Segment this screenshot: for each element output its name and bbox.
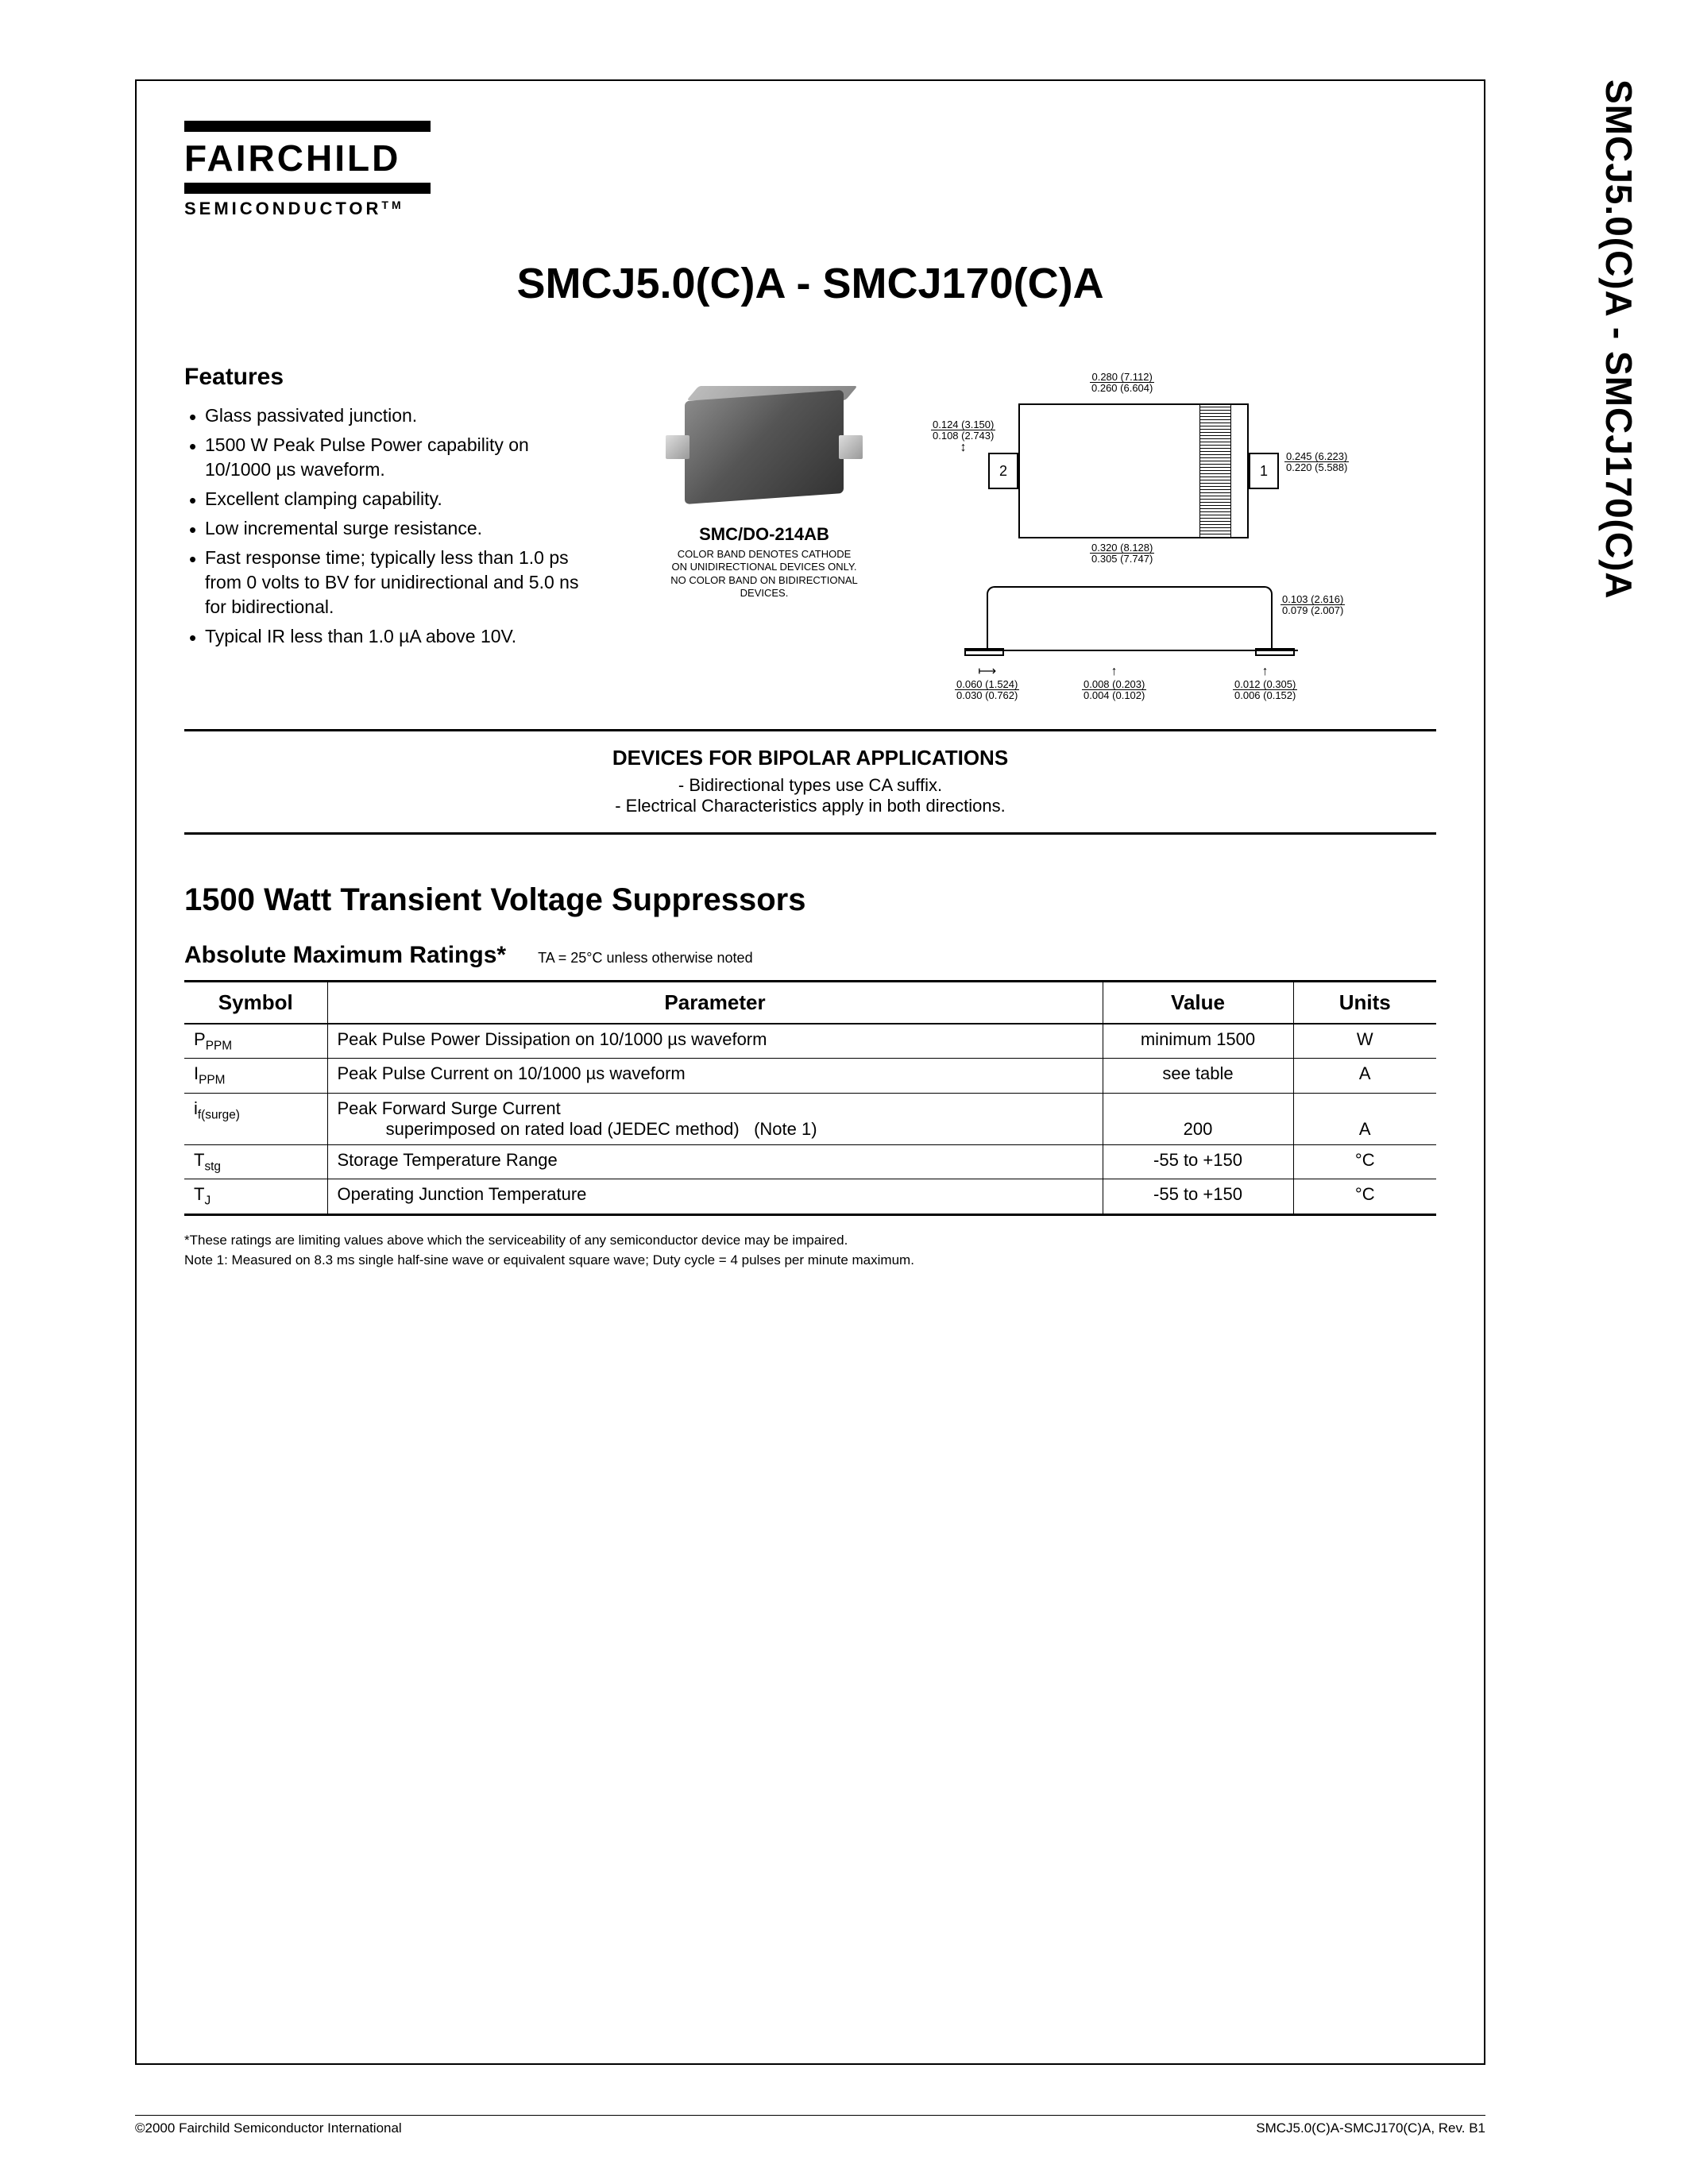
arrow-icon: ↑	[1111, 665, 1118, 678]
dim-label: 0.320 (8.128)0.305 (7.747)	[1090, 542, 1154, 565]
features-heading: Features	[184, 364, 597, 391]
ratings-condition: TA = 25°C unless otherwise noted	[538, 950, 753, 967]
logo-sub-label: SEMICONDUCTOR	[184, 199, 381, 218]
cell-param: Storage Temperature Range	[327, 1144, 1103, 1179]
cell-symbol: IPPM	[184, 1059, 327, 1093]
ratings-title: Absolute Maximum Ratings*	[184, 942, 506, 969]
chip-body-icon	[685, 390, 844, 504]
feature-item: Excellent clamping capability.	[184, 487, 597, 511]
top-section: Features Glass passivated junction. 1500…	[184, 364, 1436, 689]
cell-value: 200	[1103, 1093, 1293, 1144]
cell-symbol: if(surge)	[184, 1093, 327, 1144]
pkg-note-line: DEVICES.	[740, 587, 789, 599]
ratings-table: Symbol Parameter Value Units PPPM Peak P…	[184, 980, 1436, 1216]
dim-label: 0.124 (3.150)0.108 (2.743)↕	[931, 419, 995, 454]
dim-top-view: 0.280 (7.112)0.260 (6.604) 0.124 (3.150)…	[931, 372, 1436, 554]
page-frame: FAIRCHILD SEMICONDUCTORTM SMCJ5.0(C)A - …	[135, 79, 1485, 2065]
cell-symbol: Tstg	[184, 1144, 327, 1179]
table-row: IPPM Peak Pulse Current on 10/1000 µs wa…	[184, 1059, 1436, 1093]
table-row: TJ Operating Junction Temperature -55 to…	[184, 1179, 1436, 1214]
bipolar-line: - Electrical Characteristics apply in bo…	[184, 796, 1436, 816]
pkg-note-line: COLOR BAND DENOTES CATHODE	[678, 548, 852, 560]
dimensions-column: 0.280 (7.112)0.260 (6.604) 0.124 (3.150)…	[931, 364, 1436, 689]
cell-symbol: PPPM	[184, 1024, 327, 1059]
arrow-icon: ⟼	[978, 665, 996, 678]
cell-value: see table	[1103, 1059, 1293, 1093]
package-name: SMC/DO-214AB	[613, 524, 915, 545]
dim-side-view: 0.103 (2.616)0.079 (2.007) ⟼0.060 (1.524…	[931, 570, 1436, 689]
col-parameter: Parameter	[327, 982, 1103, 1024]
dim-label: 0.280 (7.112)0.260 (6.604)	[1090, 372, 1154, 394]
pin-2-label: 2	[988, 453, 1018, 489]
cell-units: A	[1293, 1093, 1436, 1144]
logo-subtext: SEMICONDUCTORTM	[184, 199, 1436, 219]
table-row: PPPM Peak Pulse Power Dissipation on 10/…	[184, 1024, 1436, 1059]
bipolar-line: - Bidirectional types use CA suffix.	[184, 775, 1436, 796]
footer-left: ©2000 Fairchild Semiconductor Internatio…	[135, 2120, 402, 2136]
cell-units: A	[1293, 1059, 1436, 1093]
ratings-header: Absolute Maximum Ratings* TA = 25°C unle…	[184, 942, 1436, 969]
profile-outline	[987, 586, 1273, 650]
col-units: Units	[1293, 982, 1436, 1024]
side-product-title: SMCJ5.0(C)A - SMCJ170(C)A	[1597, 79, 1640, 600]
bipolar-section: DEVICES FOR BIPOLAR APPLICATIONS - Bidir…	[184, 731, 1436, 835]
package-image	[669, 380, 859, 515]
chip-lead-icon	[839, 435, 863, 459]
section-title: 1500 Watt Transient Voltage Suppressors	[184, 882, 1436, 918]
dim-label: ↑0.012 (0.305)0.006 (0.152)	[1233, 666, 1297, 700]
dim-label: ⟼0.060 (1.524)0.030 (0.762)	[955, 666, 1019, 700]
notes-block: *These ratings are limiting values above…	[184, 1230, 1436, 1271]
arrow-icon: ↑	[1262, 665, 1269, 678]
cell-param: Peak Pulse Power Dissipation on 10/1000 …	[327, 1024, 1103, 1059]
chip-lead-icon	[666, 435, 689, 459]
pin-1-label: 1	[1249, 453, 1279, 489]
package-note: COLOR BAND DENOTES CATHODE ON UNIDIRECTI…	[613, 548, 915, 600]
pkg-note-line: ON UNIDIRECTIONAL DEVICES ONLY.	[671, 561, 856, 573]
cell-param: Peak Pulse Current on 10/1000 µs wavefor…	[327, 1059, 1103, 1093]
table-row: if(surge) Peak Forward Surge Current sup…	[184, 1093, 1436, 1144]
note-star: *These ratings are limiting values above…	[184, 1230, 1436, 1251]
cell-units: °C	[1293, 1144, 1436, 1179]
cell-value: -55 to +150	[1103, 1144, 1293, 1179]
arrow-icon: ↕	[960, 441, 967, 454]
cell-value: minimum 1500	[1103, 1024, 1293, 1059]
cell-units: °C	[1293, 1179, 1436, 1214]
bipolar-heading: DEVICES FOR BIPOLAR APPLICATIONS	[184, 746, 1436, 770]
feature-item: Typical IR less than 1.0 µA above 10V.	[184, 624, 597, 649]
footer-right: SMCJ5.0(C)A-SMCJ170(C)A, Rev. B1	[1256, 2120, 1485, 2136]
page-footer: ©2000 Fairchild Semiconductor Internatio…	[135, 2115, 1485, 2136]
cell-units: W	[1293, 1024, 1436, 1059]
dimension-drawing: 0.280 (7.112)0.260 (6.604) 0.124 (3.150)…	[931, 372, 1436, 689]
table-header-row: Symbol Parameter Value Units	[184, 982, 1436, 1024]
cell-param: Peak Forward Surge Current superimposed …	[327, 1093, 1103, 1144]
feature-item: Glass passivated junction.	[184, 403, 597, 428]
features-list: Glass passivated junction. 1500 W Peak P…	[184, 403, 597, 649]
table-row: Tstg Storage Temperature Range -55 to +1…	[184, 1144, 1436, 1179]
cell-value: -55 to +150	[1103, 1179, 1293, 1214]
lead-foot-icon	[1255, 648, 1295, 656]
dim-body-outline	[1018, 403, 1249, 538]
logo-block: FAIRCHILD SEMICONDUCTORTM	[184, 121, 1436, 219]
package-column: SMC/DO-214AB COLOR BAND DENOTES CATHODE …	[613, 364, 915, 689]
logo-tm: TM	[381, 199, 404, 211]
logo-bar-top	[184, 121, 431, 132]
col-symbol: Symbol	[184, 982, 327, 1024]
logo-bar-bottom	[184, 183, 431, 194]
dim-label: 0.103 (2.616)0.079 (2.007)	[1280, 594, 1345, 616]
feature-item: Fast response time; typically less than …	[184, 546, 597, 619]
feature-item: 1500 W Peak Pulse Power capability on 10…	[184, 433, 597, 482]
lead-foot-icon	[964, 648, 1004, 656]
note-1: Note 1: Measured on 8.3 ms single half-s…	[184, 1250, 1436, 1271]
cell-param: Operating Junction Temperature	[327, 1179, 1103, 1214]
cathode-band-icon	[1199, 405, 1231, 537]
feature-item: Low incremental surge resistance.	[184, 516, 597, 541]
dim-label: 0.245 (6.223)0.220 (5.588)	[1284, 451, 1349, 473]
cell-symbol: TJ	[184, 1179, 327, 1214]
pkg-note-line: NO COLOR BAND ON BIDIRECTIONAL	[670, 574, 857, 586]
features-column: Features Glass passivated junction. 1500…	[184, 364, 597, 689]
dim-label: ↑0.008 (0.203)0.004 (0.102)	[1082, 666, 1146, 700]
col-value: Value	[1103, 982, 1293, 1024]
logo-text: FAIRCHILD	[184, 137, 1436, 179]
main-title: SMCJ5.0(C)A - SMCJ170(C)A	[184, 259, 1436, 308]
